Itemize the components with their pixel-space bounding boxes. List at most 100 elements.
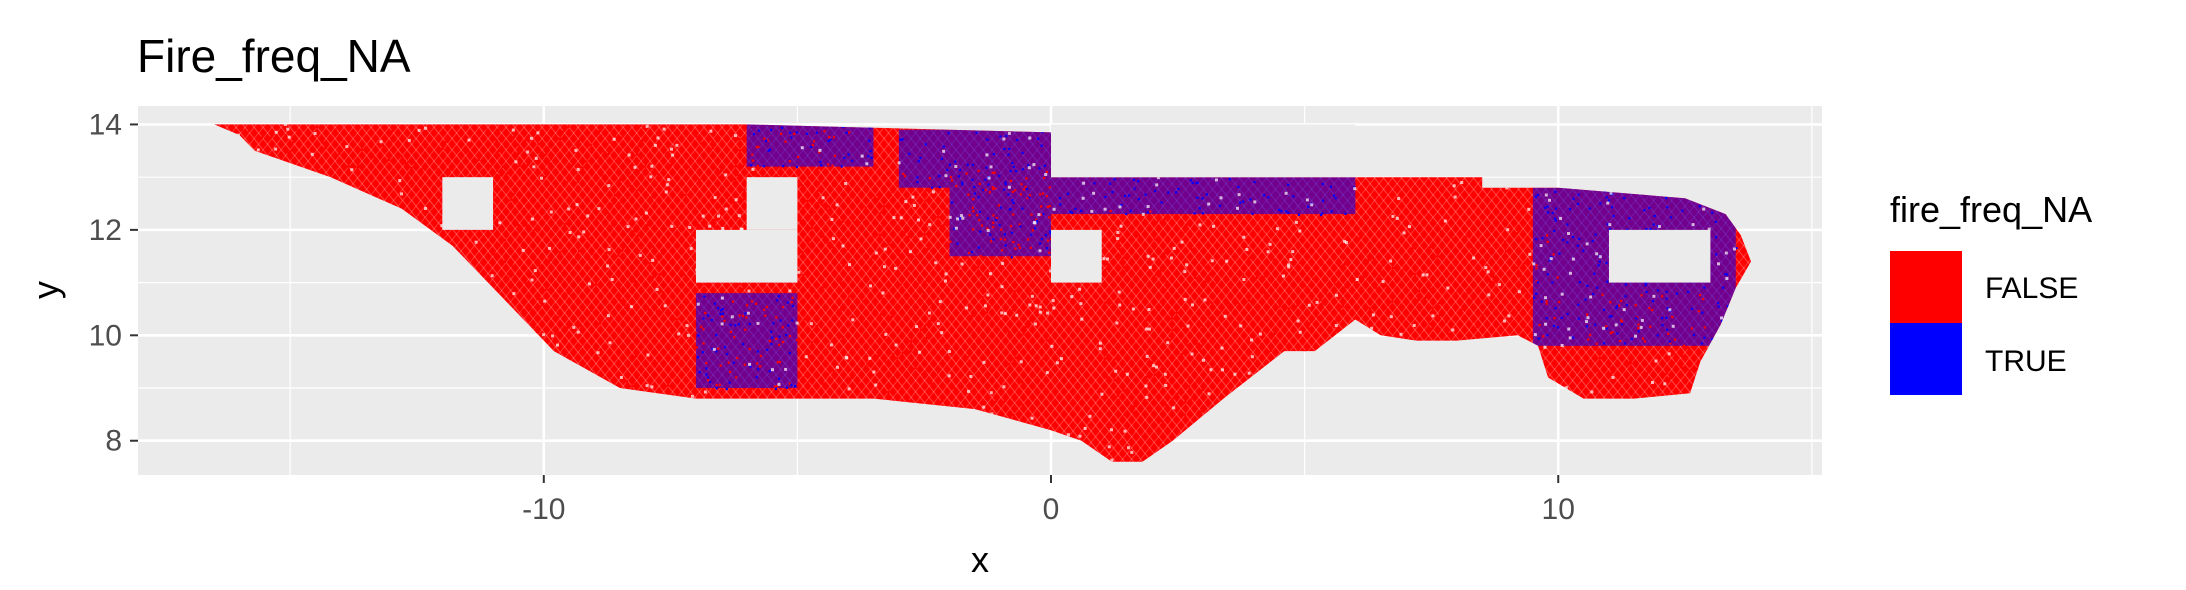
- point-gap: [627, 153, 631, 157]
- point-gap: [1590, 390, 1594, 394]
- point-false: [496, 169, 499, 172]
- point-gap: [1103, 207, 1107, 211]
- point-true: [778, 377, 781, 380]
- point-false: [537, 284, 540, 287]
- point-false: [697, 286, 700, 289]
- point-false: [524, 281, 527, 284]
- point-false: [788, 382, 791, 385]
- point-true: [697, 334, 700, 337]
- point-false: [699, 142, 702, 145]
- point-false: [633, 339, 636, 342]
- point-false: [1427, 236, 1430, 239]
- point-false: [546, 158, 549, 161]
- point-true: [1611, 206, 1614, 209]
- point-false: [1183, 229, 1186, 232]
- point-gap: [919, 237, 923, 241]
- point-false: [598, 322, 601, 325]
- point-false: [815, 324, 818, 328]
- point-false: [670, 193, 673, 196]
- point-gap: [596, 351, 600, 355]
- point-gap: [709, 129, 713, 133]
- point-false: [1629, 360, 1632, 363]
- point-gap: [1725, 277, 1729, 280]
- point-true: [843, 156, 846, 160]
- point-gap: [1294, 220, 1298, 224]
- y-tick-label: 8: [105, 425, 122, 458]
- point-false: [1312, 277, 1315, 280]
- point-false: [796, 348, 799, 351]
- point-false: [1525, 283, 1528, 286]
- point-gap: [1049, 269, 1053, 273]
- point-false: [1103, 357, 1107, 360]
- point-false: [995, 217, 998, 220]
- point-gap: [1639, 325, 1643, 329]
- point-true: [750, 164, 753, 167]
- point-false: [1586, 313, 1589, 316]
- point-false: [1391, 266, 1395, 270]
- point-gap: [1225, 259, 1229, 263]
- point-false: [576, 180, 579, 184]
- point-false: [996, 385, 999, 388]
- point-false: [1307, 327, 1310, 330]
- point-gap: [1505, 186, 1509, 190]
- point-false: [1126, 399, 1129, 402]
- point-gap: [737, 214, 741, 218]
- point-true: [971, 178, 974, 181]
- point-false: [951, 179, 954, 182]
- point-gap: [1000, 311, 1004, 315]
- point-false: [1423, 296, 1427, 299]
- point-false: [1587, 338, 1590, 341]
- point-true: [772, 322, 775, 325]
- point-true: [1576, 244, 1579, 247]
- point-true: [1004, 181, 1007, 184]
- point-false: [533, 228, 536, 231]
- point-gap: [1151, 257, 1155, 261]
- point-true: [1703, 286, 1706, 289]
- point-true: [989, 233, 992, 236]
- point-gap: [1185, 263, 1189, 267]
- point-false: [839, 308, 842, 311]
- point-gap: [549, 210, 553, 214]
- point-false: [1680, 366, 1683, 369]
- point-false: [1413, 291, 1416, 294]
- point-false: [1014, 386, 1017, 389]
- point-false: [1676, 390, 1680, 394]
- point-gap: [1451, 328, 1455, 332]
- hatch-line: [2154, 106, 2186, 475]
- point-false: [1012, 241, 1015, 244]
- point-false: [936, 368, 939, 371]
- legend-key-true: [1890, 323, 1962, 395]
- point-false: [338, 153, 341, 156]
- point-true: [1043, 164, 1046, 167]
- point-false: [1417, 329, 1420, 332]
- point-false: [587, 237, 590, 240]
- point-gap: [310, 152, 314, 156]
- point-false: [818, 181, 821, 184]
- point-false: [1200, 324, 1203, 327]
- point-true: [1594, 233, 1597, 236]
- point-true: [771, 336, 774, 339]
- point-gap: [1528, 252, 1532, 256]
- hatch-line: [2100, 106, 2186, 475]
- point-true: [1717, 302, 1720, 305]
- point-gap: [777, 382, 781, 386]
- point-false: [575, 171, 578, 175]
- point-gap: [543, 299, 547, 303]
- point-false: [1118, 248, 1121, 251]
- point-gap: [607, 248, 611, 252]
- point-gap: [892, 216, 896, 220]
- point-false: [1683, 344, 1686, 347]
- point-gap: [784, 367, 788, 371]
- point-false: [1015, 299, 1018, 302]
- point-gap: [804, 355, 808, 359]
- point-true: [998, 174, 1001, 177]
- point-false: [1428, 322, 1431, 325]
- point-true: [919, 156, 922, 160]
- point-false: [1250, 257, 1254, 260]
- point-true: [1615, 305, 1619, 308]
- hatch-line: [2163, 106, 2186, 475]
- point-false: [656, 310, 659, 313]
- point-gap: [944, 174, 948, 178]
- point-false: [717, 176, 721, 179]
- point-false: [905, 205, 908, 208]
